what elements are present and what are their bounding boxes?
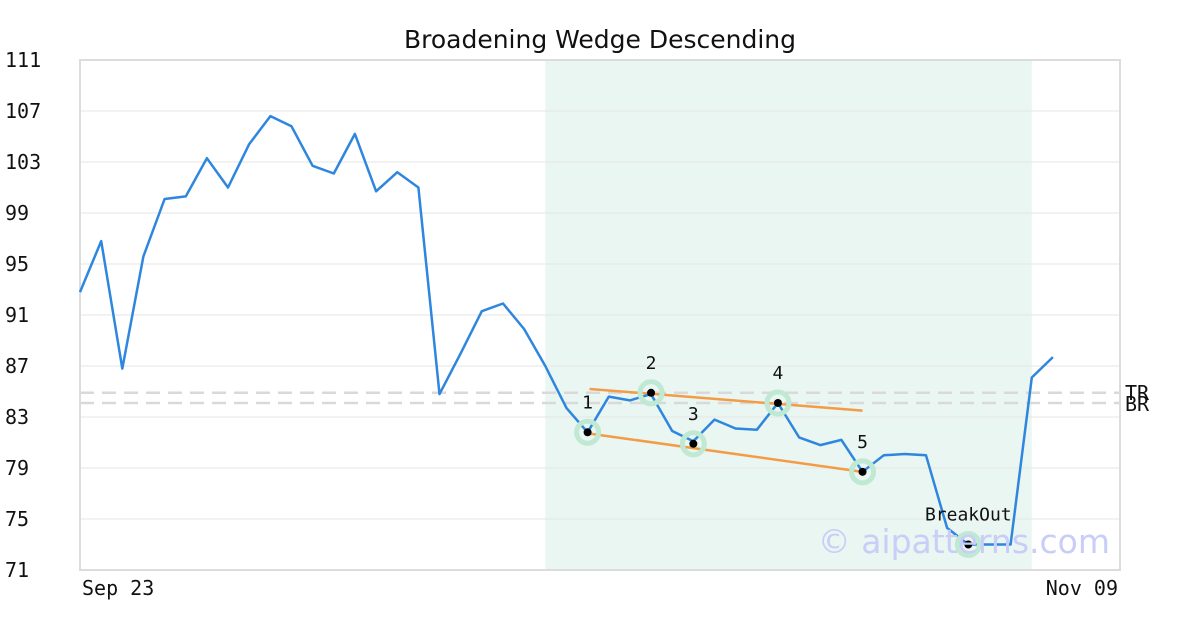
price-line xyxy=(78,114,1054,546)
pattern-point-dot xyxy=(583,428,592,437)
pattern-point-ring xyxy=(954,531,982,558)
pattern-point-dot xyxy=(689,439,698,448)
plot-frame xyxy=(79,59,1121,571)
pattern-point-label: BreakOut xyxy=(925,505,1012,526)
pattern-point-dot xyxy=(773,398,782,407)
pattern-point-ring xyxy=(679,430,707,458)
pattern-point-label: 2 xyxy=(646,353,657,374)
y-tick-label: 111 xyxy=(5,48,41,72)
y-tick-label: 91 xyxy=(5,303,29,327)
price-series-group xyxy=(78,114,1054,546)
trendlines-group xyxy=(589,387,863,474)
y-tick-label: 103 xyxy=(5,150,41,174)
trendline xyxy=(589,432,863,474)
reference-line-label: TR xyxy=(1125,381,1150,405)
y-tick-label: 71 xyxy=(5,558,29,582)
watermark: © aipatterns.com xyxy=(818,522,1110,561)
reference-line-label: BR xyxy=(1125,392,1150,416)
chart-title: Broadening Wedge Descending xyxy=(404,25,796,54)
x-tick-label: Nov 09 xyxy=(1046,576,1118,600)
y-tick-label: 107 xyxy=(5,99,41,123)
pattern-point-label: 3 xyxy=(688,404,699,425)
x-ticks-group: Sep 23 Nov 09 xyxy=(82,576,1118,600)
pattern-point-ring xyxy=(764,389,792,417)
pattern-point-ring xyxy=(849,458,877,486)
y-tick-label: 87 xyxy=(5,354,29,378)
pattern-point-dot xyxy=(964,540,973,549)
pattern-point-label: 4 xyxy=(773,363,784,384)
pattern-point-ring xyxy=(574,418,602,446)
pattern-point-label: 5 xyxy=(857,432,868,453)
y-tick-label: 99 xyxy=(5,201,29,225)
y-tick-label: 83 xyxy=(5,405,29,429)
y-tick-label: 75 xyxy=(5,507,29,531)
y-ticks-group: 71 75 79 83 87 91 95 99 103 107 111 xyxy=(5,48,41,582)
y-tick-label: 79 xyxy=(5,456,29,480)
pattern-point-dot xyxy=(858,467,867,476)
pattern-point-ring xyxy=(637,379,665,407)
trendline xyxy=(589,387,863,412)
pattern-point-label: 1 xyxy=(582,392,593,413)
pattern-point-dot xyxy=(647,388,656,397)
pattern-points-group: 1 2 3 4 5 BreakOut xyxy=(574,353,1012,558)
x-tick-label: Sep 23 xyxy=(82,576,154,600)
y-tick-label: 95 xyxy=(5,252,29,276)
